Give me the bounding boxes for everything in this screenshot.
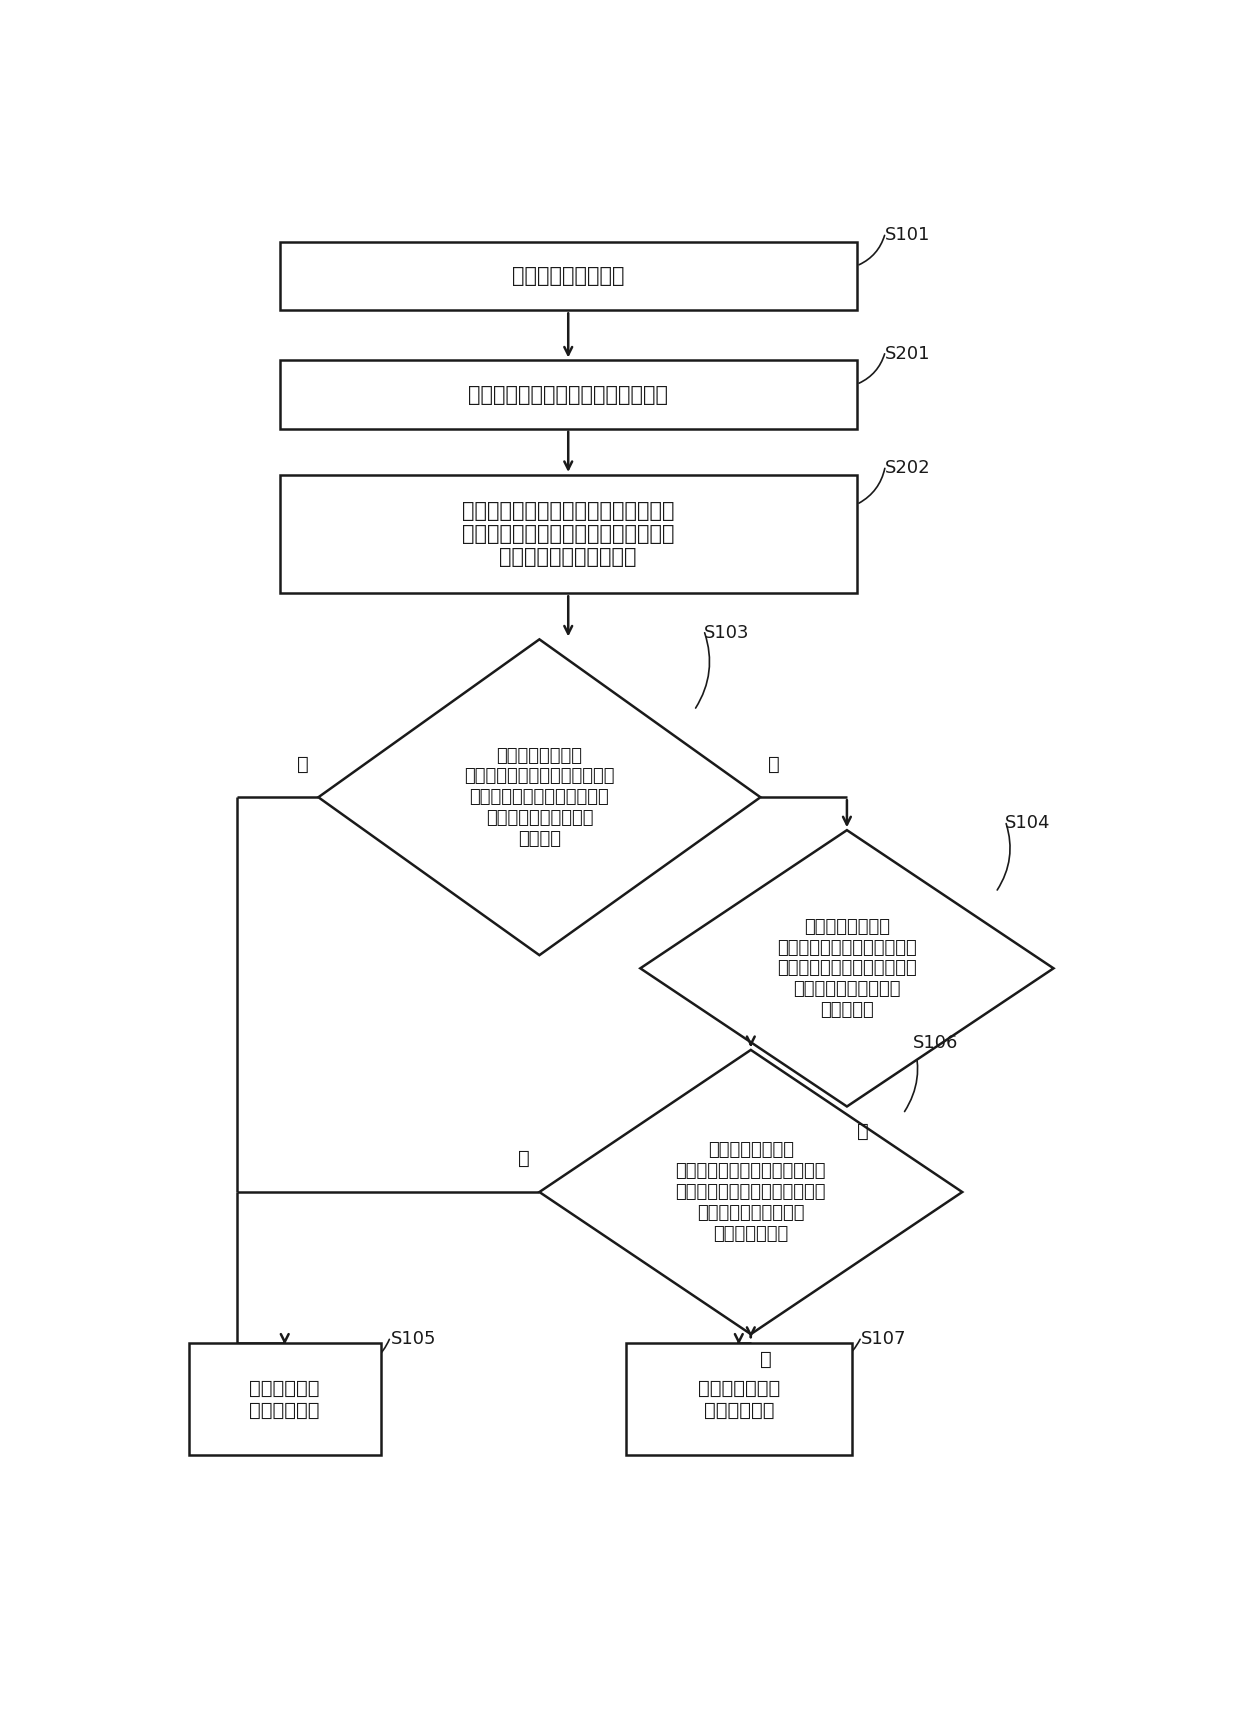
Text: 否: 否 — [298, 755, 309, 774]
FancyBboxPatch shape — [280, 475, 857, 593]
Polygon shape — [319, 639, 760, 955]
Text: S105: S105 — [391, 1330, 436, 1348]
Text: 判断所述待测
鸡蛋为土鸡蛋: 判断所述待测 鸡蛋为土鸡蛋 — [249, 1379, 320, 1420]
Text: 是: 是 — [518, 1150, 529, 1169]
Text: 判断所述待测鸡
蛋为圈养鸡蛋: 判断所述待测鸡 蛋为圈养鸡蛋 — [698, 1379, 780, 1420]
Text: S104: S104 — [1006, 815, 1050, 832]
Text: 是: 是 — [768, 755, 780, 774]
FancyBboxPatch shape — [280, 243, 857, 311]
Polygon shape — [539, 1049, 962, 1335]
Text: 将所述待测鸡蛋的
蛋壳表面杂质量与基准杂质量进
行比较，判断所述待测鸡蛋的蛋
壳表面杂质量是否大于
所述基准杂质量: 将所述待测鸡蛋的 蛋壳表面杂质量与基准杂质量进 行比较，判断所述待测鸡蛋的蛋 壳… — [676, 1142, 826, 1242]
Text: 拍摄待测鸡蛋的照片: 拍摄待测鸡蛋的照片 — [512, 267, 625, 285]
Text: S101: S101 — [885, 226, 931, 244]
Text: 根据灰度化后的所述待测鸡蛋的照片计
算出所述待测鸡蛋的蛋形指数、灰度值
信息熵、蛋壳表面杂质量: 根据灰度化后的所述待测鸡蛋的照片计 算出所述待测鸡蛋的蛋形指数、灰度值 信息熵、… — [463, 501, 675, 567]
Text: 将所述待测鸡蛋的
灰度值信息熵与基准信息熵进
行比较，判断所述待测鸡蛋的
灰度值信息熵是否大于
基准信息熵: 将所述待测鸡蛋的 灰度值信息熵与基准信息熵进 行比较，判断所述待测鸡蛋的 灰度值… — [777, 918, 916, 1019]
Text: S107: S107 — [862, 1330, 906, 1348]
FancyBboxPatch shape — [188, 1343, 381, 1456]
Text: S201: S201 — [885, 345, 931, 362]
FancyBboxPatch shape — [626, 1343, 852, 1456]
FancyBboxPatch shape — [280, 361, 857, 429]
Text: 否: 否 — [857, 1123, 868, 1142]
Text: 将所述待测鸡蛋的装配进行灰化处理: 将所述待测鸡蛋的装配进行灰化处理 — [469, 385, 668, 405]
Text: S103: S103 — [704, 624, 749, 641]
Text: 否: 否 — [760, 1350, 773, 1369]
Text: S202: S202 — [885, 460, 931, 477]
Polygon shape — [640, 831, 1054, 1106]
Text: S106: S106 — [913, 1034, 959, 1053]
Text: 将所述待测鸡蛋的
蛋形指数与基准指数进行比较，
判断所述待测鸡蛋的蛋形指数
是否属于所述基准指数
范围之内: 将所述待测鸡蛋的 蛋形指数与基准指数进行比较， 判断所述待测鸡蛋的蛋形指数 是否… — [464, 747, 615, 848]
